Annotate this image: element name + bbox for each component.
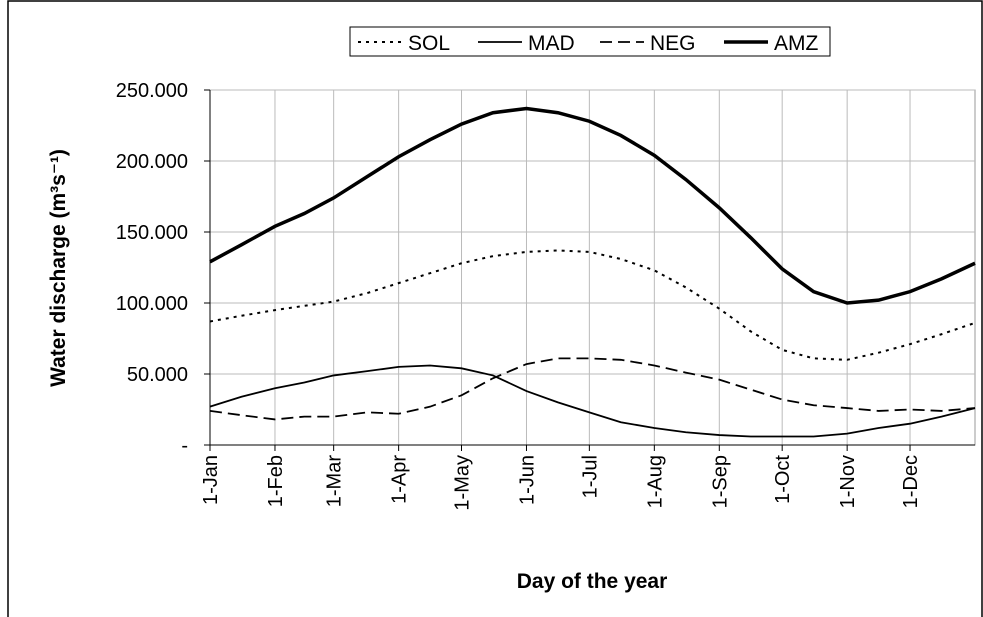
- series-line: [209, 357, 976, 421]
- y-tick-label: -: [181, 435, 188, 457]
- plot-area: [209, 89, 976, 446]
- x-tick-label: 1-Oct: [772, 455, 794, 504]
- x-tick-label: 1-Aug: [644, 455, 666, 508]
- y-tick-label: 150.000: [116, 222, 188, 244]
- x-axis-label: Day of the year: [517, 570, 668, 593]
- series-line: [209, 364, 976, 438]
- x-tick-label: 1-Sep: [709, 455, 731, 508]
- y-tick-label: 200.000: [116, 151, 188, 173]
- x-tick-label: 1-Dec: [900, 455, 922, 508]
- x-tick-label: 1-Feb: [265, 455, 287, 507]
- series-line: [209, 106, 976, 305]
- x-tick-label: 1-Jan: [200, 455, 222, 505]
- x-tick-label: 1-Nov: [837, 455, 859, 508]
- legend-label: AMZ: [774, 32, 819, 55]
- x-tick-label: 1-Mar: [324, 455, 346, 508]
- legend-label: SOL: [408, 32, 450, 55]
- series-line: [209, 249, 976, 361]
- legend-label: NEG: [650, 32, 696, 55]
- y-axis-label: Water discharge (m³s⁻¹): [47, 149, 70, 387]
- y-tick-label: 50.000: [127, 364, 188, 386]
- x-tick-label: 1-Jul: [579, 455, 601, 498]
- y-tick-label: 250.000: [116, 80, 188, 102]
- x-tick-label: 1-Jun: [516, 455, 538, 505]
- legend-label: MAD: [528, 32, 575, 55]
- y-tick-label: 100.000: [116, 293, 188, 315]
- x-tick-label: 1-Apr: [389, 455, 411, 504]
- x-tick-label: 1-May: [452, 455, 474, 511]
- frame: [7, 0, 983, 617]
